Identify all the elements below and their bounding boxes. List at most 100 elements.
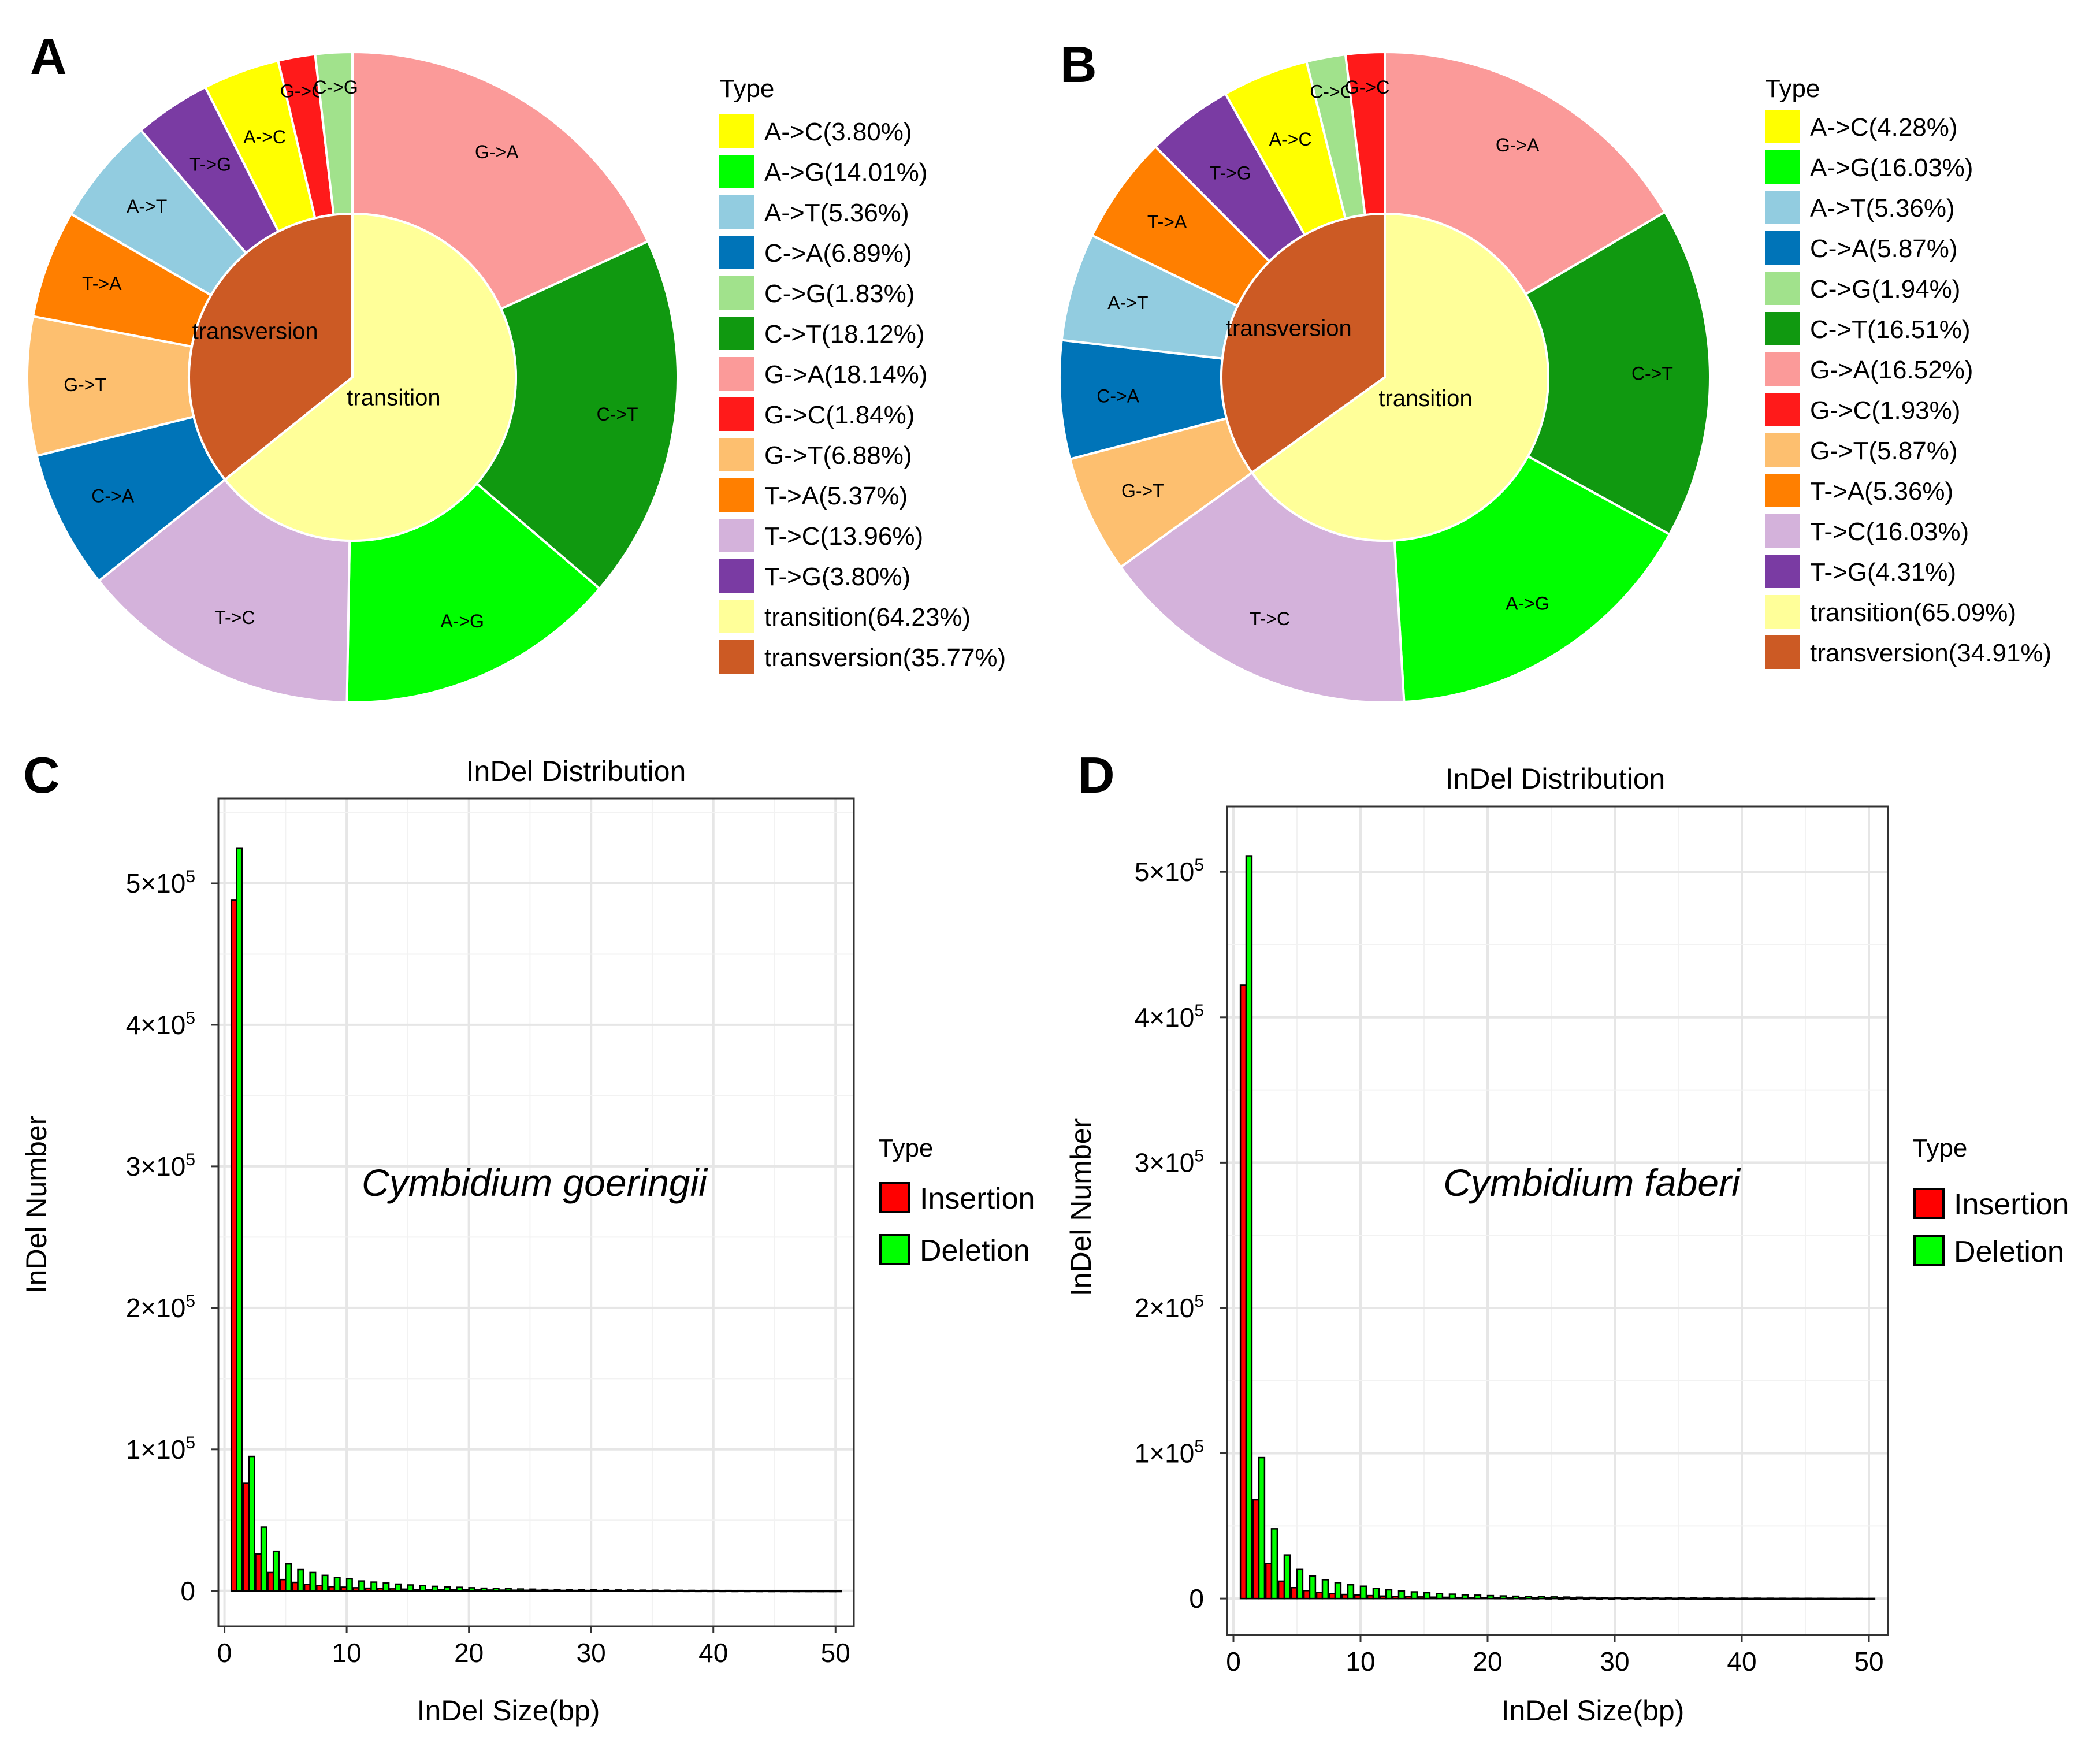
bar-deletion	[358, 1580, 366, 1592]
bar-deletion	[1779, 1597, 1787, 1600]
y-tick-label: 4×105	[1135, 1001, 1204, 1032]
bar-deletion	[1601, 1597, 1609, 1600]
legend-item: G->T(6.88%)	[719, 438, 912, 471]
bar-insertion	[426, 1589, 433, 1592]
bar-insertion	[1633, 1597, 1641, 1600]
legend-swatch	[1765, 272, 1800, 305]
bar-deletion	[468, 1587, 475, 1592]
inner-label-transversion: transversion	[1226, 316, 1352, 341]
bar-insertion	[548, 1589, 555, 1592]
legend-label: G->C(1.84%)	[764, 401, 915, 429]
bar-insertion	[1493, 1597, 1501, 1600]
y-tick-label: 2×105	[1135, 1292, 1204, 1323]
bar-deletion	[260, 1526, 267, 1592]
bar-deletion	[1868, 1597, 1876, 1600]
slice-transition	[223, 212, 517, 542]
bar-insertion	[1455, 1596, 1463, 1600]
species-annotation: Cymbidium faberi	[1443, 1161, 1741, 1204]
x-axis-title: InDel Size(bp)	[1501, 1694, 1685, 1727]
bar-insertion	[1443, 1596, 1451, 1600]
legend-item: A->T(5.36%)	[719, 195, 909, 229]
bar-insertion	[303, 1584, 311, 1592]
legend-swatch	[719, 438, 754, 471]
y-axis: 0 1×105 2×105 3×105 4×105 5×105	[126, 867, 218, 1606]
bar-chart-c: C InDel Distribution 0 10 20 30 40 50 0 1×105 2×10…	[20, 746, 1035, 1727]
bar-insertion	[1290, 1586, 1298, 1600]
slice-label-t-to-g: T->G	[189, 154, 231, 175]
bar-insertion	[1303, 1590, 1311, 1600]
bar-insertion	[1824, 1597, 1832, 1600]
bar-deletion	[774, 1590, 781, 1593]
legend-label: A->G(16.03%)	[1810, 154, 1973, 182]
slice-label-g-to-a: G->A	[475, 142, 519, 162]
bar-insertion	[634, 1590, 641, 1593]
bar-insertion	[1481, 1597, 1489, 1600]
legend-swatch	[1765, 433, 1800, 467]
legend-item: T->A(5.37%)	[719, 478, 908, 512]
bar-deletion	[786, 1590, 793, 1593]
bar-insertion	[780, 1590, 787, 1593]
bar-deletion	[1474, 1594, 1482, 1600]
bar-insertion	[560, 1589, 568, 1592]
slice-label-a-to-t: A->T	[1107, 292, 1148, 313]
bar-insertion	[536, 1589, 543, 1592]
legend-swatch	[1765, 595, 1800, 629]
bar-deletion	[345, 1578, 353, 1592]
species-annotation: Cymbidium goeringii	[362, 1161, 708, 1204]
legend-label: C->G(1.94%)	[1810, 275, 1960, 303]
bar-deletion	[1664, 1597, 1672, 1600]
bar-deletion	[1461, 1594, 1469, 1600]
legend-swatch	[719, 317, 754, 350]
bar-deletion	[1283, 1554, 1291, 1600]
bar-insertion	[646, 1590, 653, 1593]
bar-deletion	[297, 1568, 304, 1592]
panel-letter: D	[1078, 746, 1115, 804]
bar-insertion	[731, 1590, 739, 1593]
bar-deletion	[492, 1588, 500, 1592]
legend-swatch	[1765, 393, 1800, 426]
bar-insertion	[1430, 1596, 1438, 1600]
bar-insertion	[658, 1590, 666, 1593]
bar-deletion	[541, 1588, 549, 1592]
bar-insertion	[817, 1590, 824, 1593]
bar-insertion	[1786, 1597, 1794, 1600]
bar-deletion	[395, 1583, 402, 1592]
bar-deletion	[1372, 1588, 1380, 1600]
chart-title: InDel Distribution	[466, 755, 686, 787]
legend-item: A->T(5.36%)	[1765, 191, 1955, 224]
legend-label: transversion(34.91%)	[1810, 639, 2051, 667]
legend-item: Insertion	[879, 1182, 1035, 1216]
x-tick-label: 20	[1473, 1646, 1502, 1677]
x-tick-label: 0	[217, 1638, 232, 1668]
bar-insertion	[1735, 1597, 1743, 1600]
legend-swatch	[1913, 1235, 1945, 1266]
bar-deletion	[1347, 1584, 1355, 1600]
gridlines	[1227, 806, 1888, 1635]
gridlines	[218, 798, 854, 1626]
bar-deletion	[1703, 1597, 1711, 1600]
legend-swatch	[1765, 312, 1800, 345]
legend-label: T->A(5.37%)	[764, 482, 908, 510]
bar-deletion	[504, 1588, 512, 1592]
bar-deletion	[1639, 1597, 1647, 1600]
bar-deletion	[663, 1589, 671, 1592]
bar-deletion	[517, 1588, 525, 1592]
bars	[1239, 855, 1876, 1600]
legend-swatch	[719, 236, 754, 269]
bar-insertion	[1392, 1596, 1400, 1600]
legend-label: T->A(5.36%)	[1810, 477, 1953, 505]
bar-deletion	[1385, 1589, 1393, 1600]
bar-insertion	[1671, 1597, 1679, 1600]
y-tick-label: 4×105	[126, 1009, 195, 1040]
legend-title: Type	[1912, 1134, 1967, 1162]
bar-insertion	[1341, 1593, 1349, 1600]
bar-deletion	[1804, 1597, 1812, 1600]
bar-insertion	[450, 1589, 458, 1592]
legend-swatch	[879, 1182, 910, 1213]
bar-insertion	[340, 1586, 348, 1592]
bar-insertion	[1798, 1597, 1807, 1600]
slice-label-a-to-c: A->C	[1269, 129, 1312, 150]
slice-label-t-to-g: T->G	[1210, 163, 1251, 184]
y-tick-label: 2×105	[126, 1292, 195, 1323]
bar-deletion	[419, 1585, 426, 1592]
